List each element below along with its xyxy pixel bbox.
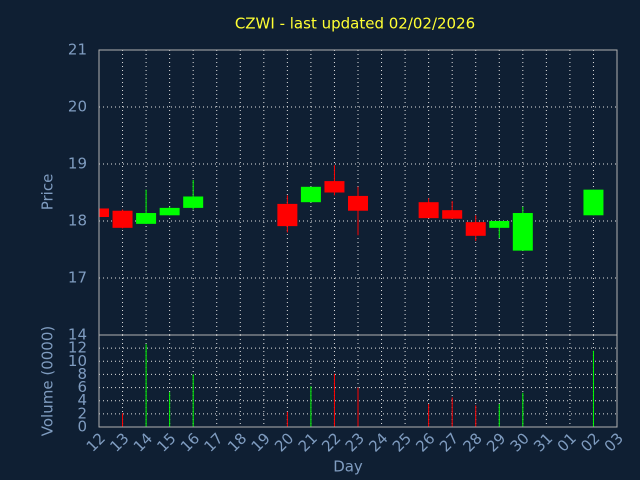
candle-body [99,208,109,218]
y-tick-label: 19 [68,155,87,173]
x-tick-label: 21 [295,429,321,455]
x-tick-label: 26 [412,429,438,455]
candle-body [324,181,345,193]
x-tick-label: 22 [318,429,344,455]
x-tick-label: 15 [153,429,179,455]
x-tick-label: 31 [530,429,556,455]
chart-title: CZWI - last updated 02/02/2026 [235,15,475,33]
x-tick-label: 19 [248,429,274,455]
x-tick-label: 01 [554,429,580,455]
candle-body [300,186,321,203]
y-tick-label: 14 [68,326,87,344]
y-axis-label: Volume (0000) [39,326,57,436]
y-tick-label: 18 [68,212,87,230]
x-tick-label: 17 [201,429,227,455]
candle-body [583,189,604,216]
y-axis-label: Price [39,174,57,211]
x-tick-label: 23 [342,429,368,455]
y-tick-label: 17 [68,269,87,287]
y-tick-label: 0 [77,418,87,436]
x-tick-label: 13 [106,429,132,455]
y-tick-label: 10 [68,352,87,370]
x-tick-label: 25 [389,429,415,455]
candle-body [159,207,180,216]
x-axis-label: Day [333,458,363,476]
price-plot [99,50,617,335]
volume-frame [98,334,618,428]
candle-body [348,195,368,211]
candle-body [112,210,133,228]
x-tick-label: 30 [507,429,533,455]
x-tick-label: 24 [365,429,391,455]
y-tick-label: 20 [68,98,87,116]
y-tick-label: 4 [77,391,87,409]
x-tick-label: 16 [177,429,203,455]
volume-plot [98,334,618,428]
candle-body [489,221,510,228]
x-tick-label: 03 [601,429,627,455]
candle-body [418,202,439,219]
y-tick-label: 8 [77,365,87,383]
y-tick-label: 21 [68,41,87,59]
candle-body [183,196,204,208]
x-tick-label: 14 [130,429,156,455]
y-tick-label: 6 [77,378,87,396]
candle-body [277,203,298,227]
candle-body [512,213,533,251]
x-tick-label: 28 [460,429,486,455]
x-tick-label: 27 [436,429,462,455]
x-tick-label: 02 [577,429,603,455]
candle-body [465,222,486,236]
x-tick-label: 29 [483,429,509,455]
y-tick-label: 2 [77,404,87,422]
y-tick-label: 12 [68,339,87,357]
candle-body [442,210,463,219]
x-tick-label: 20 [271,429,297,455]
x-tick-label: 18 [224,429,250,455]
candle-body [136,213,157,224]
